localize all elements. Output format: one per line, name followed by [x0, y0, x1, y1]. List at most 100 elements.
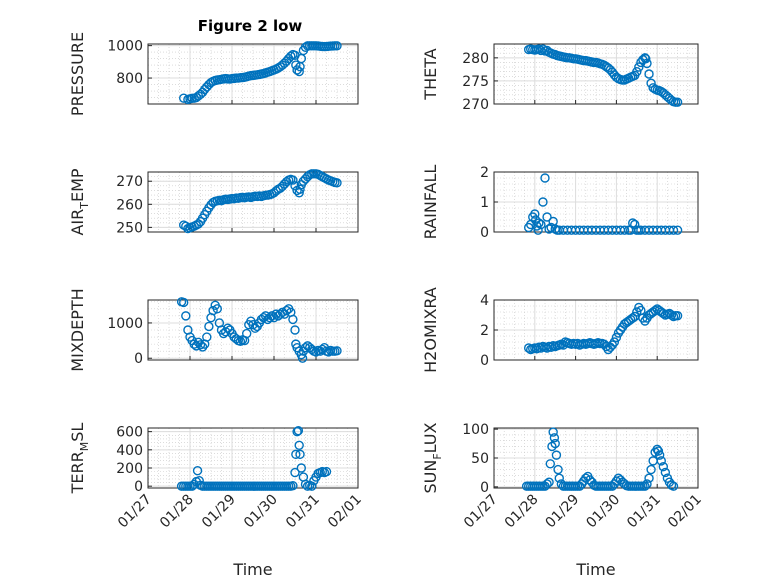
data-point	[634, 62, 644, 72]
data-point	[548, 427, 558, 437]
data-point	[654, 450, 665, 460]
data-point	[546, 222, 556, 233]
data-point	[545, 459, 556, 469]
y-tick-label: 270	[116, 174, 143, 190]
data-point	[533, 225, 543, 235]
data-point	[267, 311, 277, 321]
y-tick-label: 2	[480, 165, 489, 181]
data-point	[332, 41, 342, 51]
y-axis-label: THETA	[421, 48, 440, 100]
y-axis-label: MIXDEPTH	[68, 288, 87, 371]
y-tick-label: 4	[480, 293, 489, 309]
y-tick-label: 0	[480, 225, 489, 241]
y-axis-label-subscript: F	[431, 453, 444, 459]
data-point	[536, 219, 546, 230]
data-point	[530, 209, 540, 219]
series-markers	[521, 427, 679, 491]
x-tick-label: 01/29	[199, 492, 239, 532]
data-point	[241, 328, 252, 339]
y-axis-label-rest: EMP	[68, 168, 87, 202]
y-axis-label-rest: SL	[68, 423, 87, 442]
data-point	[300, 342, 311, 353]
data-point	[195, 340, 206, 350]
data-point	[553, 464, 563, 475]
axes-frame	[147, 171, 359, 233]
data-point	[668, 225, 679, 235]
series-markers	[176, 297, 342, 363]
data-point	[288, 175, 298, 185]
y-tick-label: 0	[134, 351, 143, 367]
data-point	[542, 479, 552, 489]
data-point	[295, 184, 305, 195]
x-tick-label: 01/30	[241, 492, 281, 532]
y-axis-label-main: PRESSURE	[68, 32, 87, 116]
y-tick-label: 1	[480, 195, 489, 211]
x-tick-label: 02/01	[665, 492, 705, 532]
subplot-rainfall: 0 1 2 RAINFALL	[421, 165, 699, 241]
series-markers	[178, 169, 342, 234]
y-axis-label-subscript: M	[78, 442, 91, 452]
data-point	[644, 69, 654, 79]
y-axis-label-subscript: T	[78, 202, 91, 210]
y-tick-label: 1000	[107, 39, 143, 55]
y-axis-label: PRESSURE	[68, 32, 87, 116]
y-tick-label: 50	[471, 451, 489, 467]
y-tick-label: 2	[480, 323, 489, 339]
series-markers	[523, 44, 683, 107]
x-tick-label: 01/27	[115, 492, 155, 532]
data-point	[611, 332, 622, 343]
data-point	[291, 449, 301, 460]
y-tick-label: 260	[116, 197, 143, 213]
y-axis-label-main: RAINFALL	[421, 165, 440, 240]
figure-title: Figure 2 low	[198, 17, 303, 35]
data-point	[646, 464, 656, 475]
data-point	[288, 481, 298, 491]
data-point	[644, 473, 654, 483]
data-point	[202, 332, 212, 342]
data-point	[295, 449, 305, 460]
data-point	[197, 342, 208, 352]
data-point	[642, 58, 652, 69]
y-axis-label-rest: LUX	[421, 422, 440, 453]
data-point	[286, 51, 296, 61]
data-point	[632, 66, 642, 77]
data-point	[672, 311, 683, 321]
data-point	[258, 312, 269, 323]
data-point	[668, 481, 679, 491]
y-axis-label: AIRTEMP	[68, 168, 91, 235]
y-tick-label: 270	[462, 97, 489, 113]
data-point	[544, 477, 554, 487]
x-tick-label: 01/31	[624, 492, 664, 532]
y-axis-label-main: TERR	[68, 451, 87, 494]
y-axis-label: RAINFALL	[421, 165, 440, 240]
x-axis-label: Time	[232, 560, 272, 579]
subplot-h2omixra: 0 2 4 H2OMIXRA	[421, 287, 699, 373]
data-point	[534, 218, 544, 228]
data-point	[212, 304, 223, 314]
data-point	[296, 463, 306, 473]
x-tick-label: 01/30	[583, 492, 623, 532]
axes-frame	[493, 299, 699, 361]
subplot-sunflux: 0 50 100 SUNFLUX 01/27 01/28 01/29 01/30 01/31 02…	[421, 422, 705, 579]
data-point	[307, 481, 317, 491]
data-point	[609, 337, 620, 347]
subplot-pressure: 800 1000 PRESSURE	[68, 32, 359, 116]
subplot-airtemp: 250 260 270 AIRTEMP	[68, 168, 359, 236]
data-point	[297, 353, 308, 363]
data-point	[666, 310, 677, 320]
data-point	[311, 347, 321, 357]
x-tick-label: 01/28	[502, 492, 542, 532]
data-point	[294, 440, 304, 450]
data-point	[642, 479, 652, 489]
data-point	[640, 481, 650, 491]
series-markers	[178, 41, 342, 105]
data-point	[321, 466, 332, 477]
data-point	[288, 314, 298, 325]
y-tick-label: 275	[462, 74, 489, 90]
data-point	[290, 467, 300, 478]
data-point	[656, 456, 666, 466]
data-point	[653, 446, 664, 456]
y-tick-label: 100	[462, 422, 489, 438]
series-markers	[523, 302, 683, 355]
